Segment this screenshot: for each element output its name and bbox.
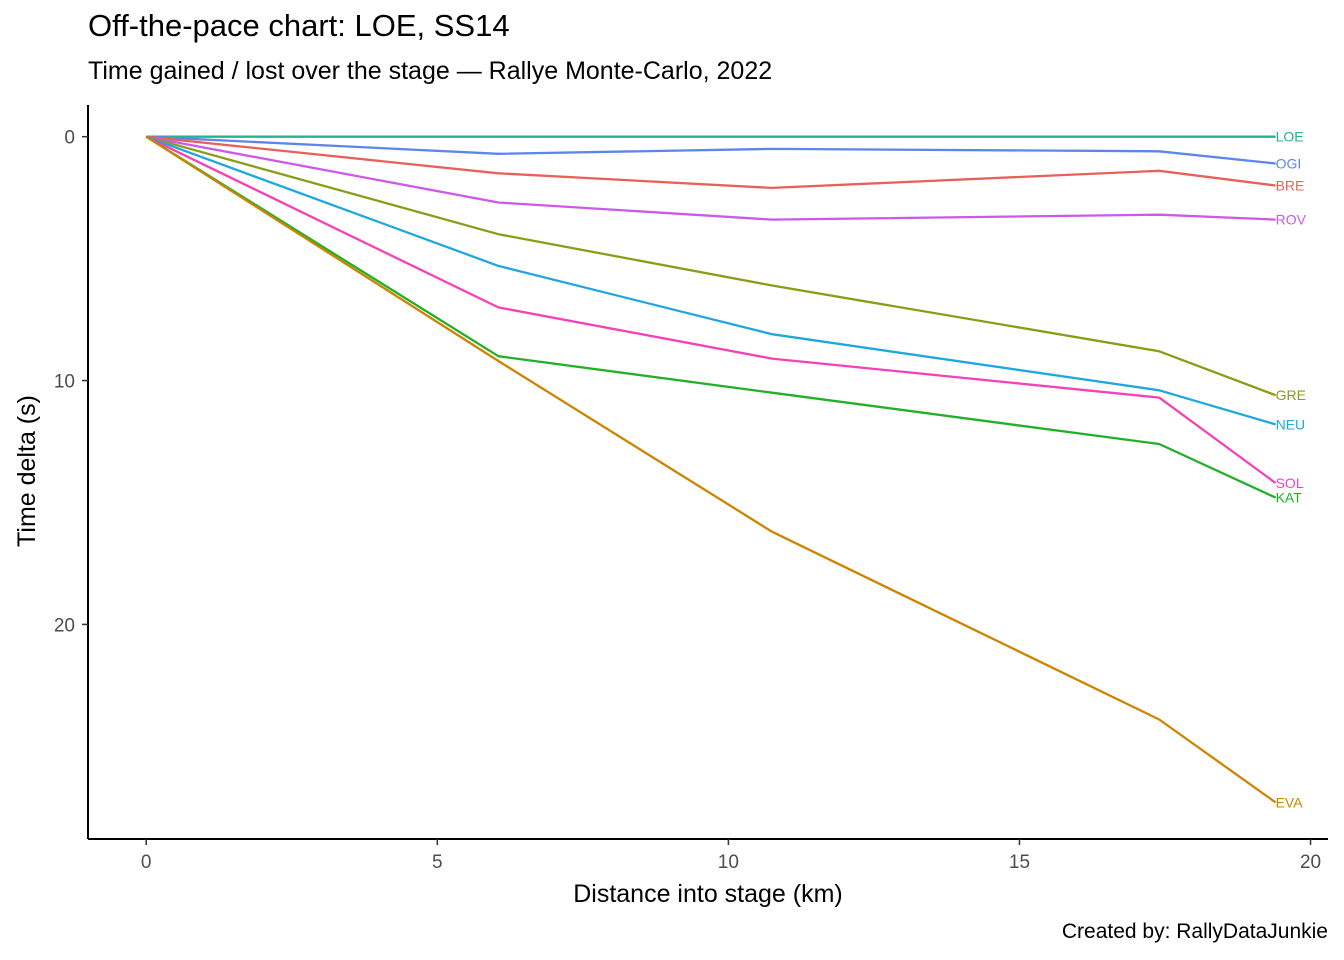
series-line-bre [146, 135, 1276, 190]
series-label-eva: EVA [1276, 794, 1304, 810]
series-lines [145, 135, 1277, 804]
chart-title: Off-the-pace chart: LOE, SS14 [88, 8, 510, 43]
y-tick-label: 20 [54, 615, 75, 636]
chart-caption: Created by: RallyDataJunkie [1061, 920, 1328, 943]
series-line-ogi [146, 135, 1276, 165]
series-label-gre: GRE [1276, 387, 1306, 403]
y-tick-label: 0 [64, 128, 75, 149]
series-label-loe: LOE [1276, 129, 1304, 145]
x-axis-title: Distance into stage (km) [573, 880, 843, 908]
series-line-neu [145, 135, 1276, 426]
series-line-sol [145, 135, 1277, 484]
series-label-ogi: OGI [1276, 156, 1302, 172]
series-label-bre: BRE [1276, 177, 1305, 193]
y-tick-label: 10 [54, 372, 75, 393]
y-axis-title: Time delta (s) [13, 395, 41, 547]
x-tick-label: 10 [718, 852, 739, 873]
series-label-rov: ROV [1276, 212, 1307, 228]
series-label-sol: SOL [1276, 475, 1304, 491]
series-line-rov [145, 135, 1276, 221]
chart-subtitle: Time gained / lost over the stage — Rall… [88, 57, 773, 85]
series-label-neu: NEU [1276, 416, 1306, 432]
series-line-eva [145, 135, 1277, 804]
x-tick-label: 20 [1300, 852, 1321, 873]
x-tick-label: 0 [141, 852, 152, 873]
series-line-gre [145, 135, 1277, 397]
axes: 0 5 10 15 20 0 10 20 [54, 105, 1328, 873]
x-tick-label: 5 [432, 852, 443, 873]
series-line-kat [145, 135, 1277, 499]
x-tick-label: 15 [1009, 852, 1030, 873]
series-label-kat: KAT [1276, 490, 1303, 506]
